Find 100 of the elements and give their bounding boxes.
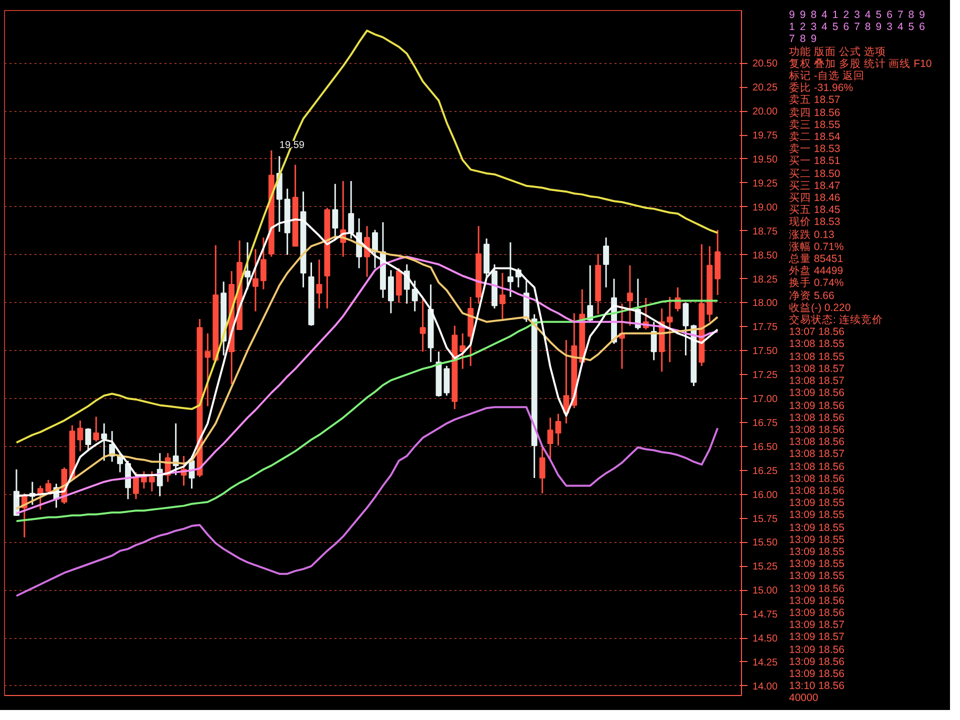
y-tick-label: 19.25 [752,178,778,190]
candlestick [260,236,266,290]
text: 2 [843,9,850,21]
candlestick [101,422,108,462]
text: 复权 叠加 多股 统计 画线 F10 标记 -自选 返回 [789,58,933,82]
text: 13:09 18.55 [789,546,846,558]
candlestick [388,269,394,314]
text: 13:08 18.56 [789,424,846,436]
text: 功能 版面 公式 选项 [789,46,887,58]
text: 13:08 18.55 [789,350,846,363]
y-tick-label: 20.50 [752,58,778,70]
y-tick-label: 18.25 [752,274,778,286]
y-tick-label: 17.75 [752,322,778,334]
text: 13:09 18.55 [789,558,846,570]
candlestick [500,272,506,320]
y-tick-label: 17.50 [752,346,778,358]
candlestick [132,472,139,500]
text: 9 [800,9,806,21]
text: 委比 -31.96% [789,82,854,94]
text: 4 [897,21,904,34]
text: 买一 18.51 [789,155,842,168]
candlestick [148,470,155,492]
text: 13:09 18.55 [789,534,846,546]
text: 卖三 18.55 [789,118,842,131]
y-tick-label: 14.00 [752,681,778,692]
text: 7 [854,21,860,34]
text: 13:09 18.57 [789,631,846,644]
text: 涨幅 0.71% [789,240,845,254]
text: 9 [789,9,795,21]
text: 13:09 18.56 [789,387,846,400]
text: 卖五 18.57 [789,94,842,107]
candlestick [316,258,322,310]
candlestick [45,479,52,496]
text: 13:08 18.57 [789,448,846,461]
text: 外盘 44499 [789,265,844,278]
text: 6 [886,9,892,21]
line-series [15,406,719,597]
text: 4 [822,9,828,21]
text: 9 [919,9,925,21]
text: 卖一 18.53 [789,143,842,156]
text: 涨跌 0.13 [789,228,836,241]
candlestick [507,242,514,298]
text: 3 [854,9,860,21]
candlestick [348,180,354,240]
y-tick-label: 19.50 [752,154,778,166]
text: 40000 [789,692,820,705]
text: 8 [810,9,817,21]
candlestick [252,248,258,312]
candlestick [396,267,402,304]
candlestick [77,420,84,452]
text: 8 [800,33,806,46]
text: 6 [843,21,850,34]
text: 换手 0.74% [789,277,845,290]
candlestick [626,264,633,326]
text: 1 [832,9,838,21]
candlestick [539,444,546,494]
candlestick [412,280,418,312]
text: 4 [864,9,871,21]
text: 13:09 18.55 [789,509,846,522]
y-tick-label: 14.50 [752,634,778,645]
text: 13:08 18.56 [789,460,846,473]
text: 5 [876,9,882,21]
text: 3 [886,21,892,34]
text: 6 [919,21,925,34]
y-tick-label: 16.00 [752,490,778,501]
y-tick-label: 16.75 [752,418,778,429]
y-tick-label: 14.75 [752,610,778,621]
y-tick-label: 18.50 [752,250,778,262]
line-series [15,30,719,444]
y-tick-label: 18.75 [752,226,778,238]
text: 13:08 18.56 [789,436,846,448]
y-tick-label: 16.25 [752,466,778,477]
text: 13:08 18.56 [789,484,846,498]
text: 8 [864,21,871,34]
candlestick [85,427,92,452]
text: 13:09 18.55 [789,522,846,534]
text: 交易状态: 连续竞价 [789,314,884,326]
text: 7 [789,33,795,46]
y-tick-label: 14.25 [752,657,778,668]
y-tick-label: 19.00 [752,202,778,214]
text: 13:09 18.56 [789,668,846,680]
y-tick-label: 15.25 [752,562,778,573]
text: 13:09 18.56 [789,582,846,595]
text: 13:08 18.57 [789,375,846,388]
y-tick-label: 20.25 [752,82,778,94]
text: 现价 18.53 [789,216,842,229]
text: 总量 85451 [789,253,844,266]
y-tick-label: 20.00 [752,106,778,118]
text: 8 [908,9,914,21]
text: 7 [897,9,904,21]
y-tick-label: 15.00 [752,586,778,597]
candlestick [204,332,211,407]
y-tick-label: 19.75 [752,130,778,142]
candlestick [555,413,562,446]
y-tick-label: 17.25 [752,370,778,382]
text: 13:09 18.56 [789,606,846,620]
text: 5 [832,21,838,34]
text: 4 [822,21,828,34]
text: 净资 5.66 [789,290,836,302]
text: 1 [789,21,795,34]
